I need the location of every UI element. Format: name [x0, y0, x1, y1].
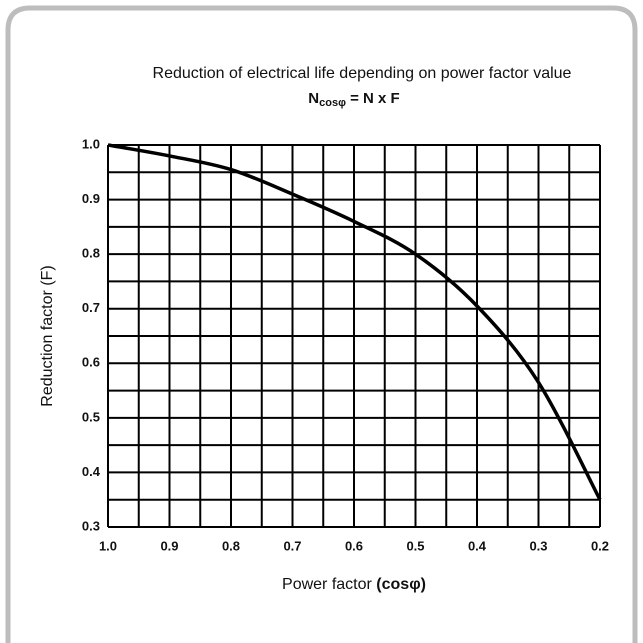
x-tick-label: 0.2 — [591, 538, 609, 553]
x-tick-label: 0.5 — [406, 538, 424, 553]
x-tick-label: 1.0 — [99, 538, 117, 553]
y-tick-label: 0.7 — [82, 300, 100, 315]
curve — [107, 143, 602, 501]
x-tick-label: 0.8 — [222, 538, 240, 553]
x-tick-label: 0.6 — [345, 538, 363, 553]
x-axis-label: Power factor (cosφ) — [282, 576, 426, 593]
y-axis-label: Reduction factor (F) — [39, 265, 56, 406]
subtitle-main: N — [308, 90, 319, 107]
y-tick-label: 1.0 — [82, 136, 100, 151]
x-tick-label: 0.9 — [160, 538, 178, 553]
x-tick-label: 0.3 — [529, 538, 547, 553]
x-label-bold: (cosφ) — [376, 576, 426, 593]
y-tick-label: 0.5 — [82, 409, 100, 424]
x-label-plain: Power factor — [282, 576, 376, 593]
chart-subtitle: Ncosφ = N x F — [308, 90, 399, 109]
y-tick-label: 0.3 — [82, 518, 100, 533]
frame — [5, 5, 638, 643]
x-tick-label: 0.7 — [283, 538, 301, 553]
y-tick-label: 0.6 — [82, 355, 100, 370]
y-tick-label: 0.9 — [82, 191, 100, 206]
subtitle-sub: cosφ — [319, 97, 346, 109]
x-tick-label: 0.4 — [468, 538, 487, 553]
subtitle-rest: = N x F — [346, 90, 400, 107]
chart-title: Reduction of electrical life depending o… — [153, 65, 572, 82]
y-tick-label: 0.4 — [82, 464, 101, 479]
y-tick-label: 0.8 — [82, 246, 100, 261]
